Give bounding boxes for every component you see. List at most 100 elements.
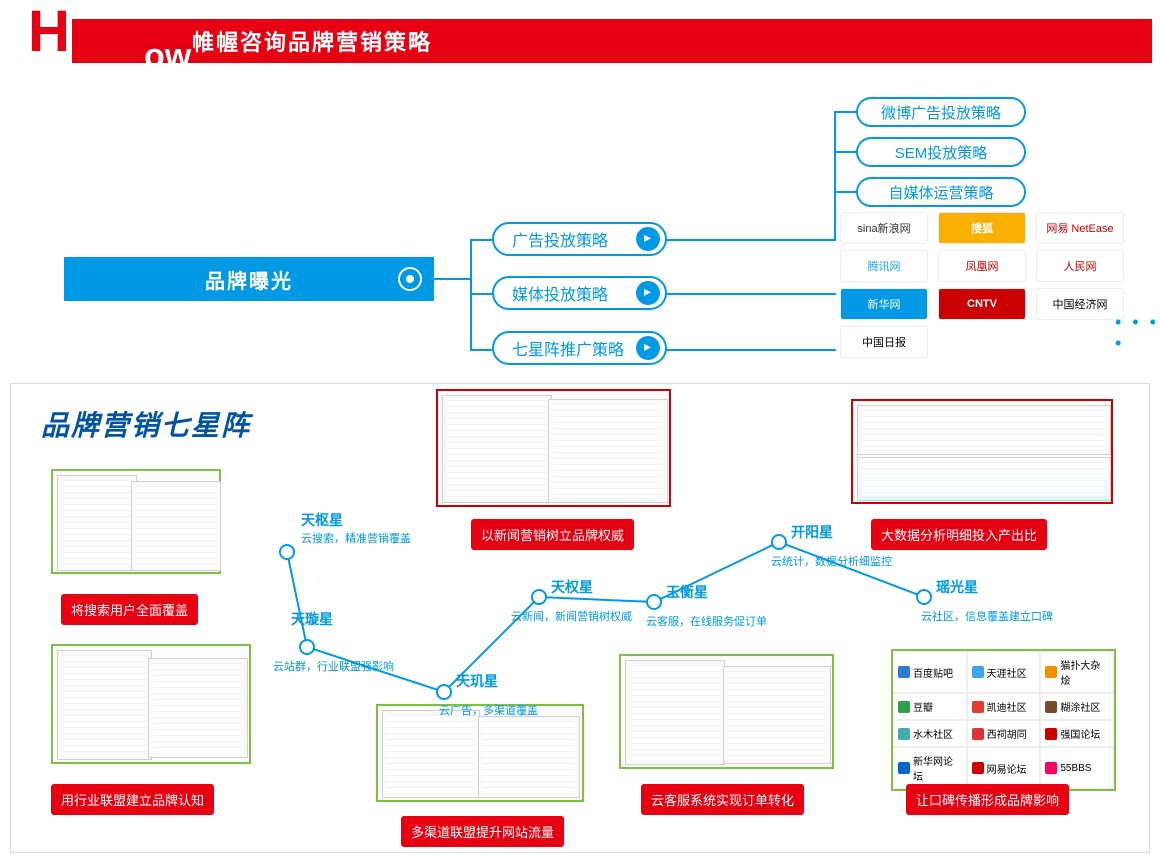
screenshot-group-3 xyxy=(436,389,671,507)
strategy-label: 广告投放策略 xyxy=(512,227,608,251)
forum-icon xyxy=(898,701,910,713)
target-icon xyxy=(398,267,422,291)
strategy-label: 七星阵推广策略 xyxy=(512,336,624,360)
screenshot-group-2 xyxy=(51,644,251,764)
star-node-kaiyang xyxy=(771,534,787,550)
forum-cell: 猫扑大杂烩 xyxy=(1040,651,1114,693)
screenshot-group-5 xyxy=(619,654,834,769)
red-tag-1: 将搜索用户全面覆盖 xyxy=(61,594,198,625)
logo-sina: sina新浪网 xyxy=(840,212,928,244)
strategy-pill-1: 广告投放策略 xyxy=(492,222,667,256)
arrow-icon xyxy=(636,227,660,251)
forum-icon xyxy=(898,728,910,740)
forum-cell: 网易论坛 xyxy=(967,747,1041,789)
star-desc-tianji: 云广告，多渠道覆盖 xyxy=(439,702,538,718)
star-desc-tianquan: 云新闻，新闻营销树权威 xyxy=(511,608,632,624)
logo-ifeng: 凤凰网 xyxy=(938,250,1026,282)
logo-ce: 中国经济网 xyxy=(1036,288,1124,320)
connector xyxy=(666,293,836,295)
logo-tencent: 腾讯网 xyxy=(840,250,928,282)
forum-icon xyxy=(1045,728,1057,740)
forum-cell: 豆瓣 xyxy=(893,693,967,720)
forum-icon xyxy=(1045,762,1057,774)
forum-icon xyxy=(972,666,984,678)
forum-cell: 西祠胡同 xyxy=(967,720,1041,747)
forum-icon xyxy=(1045,701,1057,713)
forum-icon xyxy=(972,728,984,740)
star-label-tianji: 天玑星 xyxy=(456,671,498,691)
connector xyxy=(834,111,836,241)
star-node-tianji xyxy=(436,684,452,700)
forum-cell: 糊涂社区 xyxy=(1040,693,1114,720)
sub-strategy-label: 自媒体运营策略 xyxy=(888,182,993,203)
forum-cell: 百度贴吧 xyxy=(893,651,967,693)
logo-xinhua: 新华网 xyxy=(840,288,928,320)
star-label-tianshu: 天枢星 xyxy=(301,510,343,530)
red-tag-5: 云客服系统实现订单转化 xyxy=(641,784,804,815)
star-label-kaiyang: 开阳星 xyxy=(791,522,833,542)
star-desc-yaoguang: 云社区，信息覆盖建立口碑 xyxy=(921,608,1053,624)
arrow-icon xyxy=(636,336,660,360)
strategy-label: 媒体投放策略 xyxy=(512,281,608,305)
forum-cell: 55BBS xyxy=(1040,747,1114,789)
sub-strategy-c: 自媒体运营策略 xyxy=(856,177,1026,207)
star-label-tianxuan: 天璇星 xyxy=(291,609,333,629)
strategy-pill-2: 媒体投放策略 xyxy=(492,276,667,310)
forum-cell: 凯迪社区 xyxy=(967,693,1041,720)
star-desc-tianshu: 云搜索，精准营销覆盖 xyxy=(301,530,411,546)
forum-icon xyxy=(972,701,984,713)
logo-sohu: 搜狐 xyxy=(938,212,1026,244)
connector xyxy=(470,239,492,241)
star-node-tianshu xyxy=(279,544,295,560)
star-node-yuheng xyxy=(646,594,662,610)
star-node-yaoguang xyxy=(916,589,932,605)
red-tag-7: 让口碑传播形成品牌影响 xyxy=(906,784,1069,815)
panel-title: 品牌营销七星阵 xyxy=(41,404,251,444)
connector xyxy=(666,239,836,241)
red-tag-2: 用行业联盟建立品牌认知 xyxy=(51,784,214,815)
main-node-label: 品牌曝光 xyxy=(205,265,293,294)
header: H ow 帷幄咨询品牌营销策略 xyxy=(0,5,1160,67)
header-title: 帷幄咨询品牌营销策略 xyxy=(192,25,432,57)
star-node-tianquan xyxy=(531,589,547,605)
top-diagram: 品牌曝光 广告投放策略 媒体投放策略 七星阵推广策略 微博广告投放策略 SEM投… xyxy=(0,67,1160,377)
logo-cntv: CNTV xyxy=(938,288,1026,320)
more-dots: • • • • xyxy=(1115,312,1160,354)
star-node-tianxuan xyxy=(299,639,315,655)
connector xyxy=(834,151,856,153)
forum-cell: 新华网论坛 xyxy=(893,747,967,789)
star-label-yuheng: 玉衡星 xyxy=(666,582,708,602)
red-tag-6: 大数据分析明细投入产出比 xyxy=(871,519,1047,550)
forum-cell: 强国论坛 xyxy=(1040,720,1114,747)
star-label-tianquan: 天权星 xyxy=(551,577,593,597)
forum-icon xyxy=(1045,666,1057,678)
connector xyxy=(470,239,472,351)
sub-strategy-a: 微博广告投放策略 xyxy=(856,97,1026,127)
logo-people: 人民网 xyxy=(1036,250,1124,282)
forum-cell: 水木社区 xyxy=(893,720,967,747)
main-node: 品牌曝光 xyxy=(64,257,434,301)
header-red-bar: ow 帷幄咨询品牌营销策略 xyxy=(72,19,1152,63)
sub-strategy-label: SEM投放策略 xyxy=(895,142,988,163)
forum-grid: 百度贴吧 天涯社区 猫扑大杂烩 豆瓣 凯迪社区 糊涂社区 水木社区 西祠胡同 强… xyxy=(891,649,1116,791)
forum-icon xyxy=(898,666,910,678)
screenshot-group-4 xyxy=(376,704,584,802)
forum-cell: 天涯社区 xyxy=(967,651,1041,693)
sub-strategy-label: 微博广告投放策略 xyxy=(881,102,1001,123)
star-desc-tianxuan: 云站群，行业联盟强影响 xyxy=(273,658,394,674)
star-desc-kaiyang: 云统计，数据分析细监控 xyxy=(771,553,892,569)
connector xyxy=(834,191,856,193)
connector xyxy=(666,349,836,351)
screenshot-group-1 xyxy=(51,469,221,574)
logo-netease: 网易 NetEase xyxy=(1036,212,1124,244)
screenshot-group-6 xyxy=(851,399,1113,504)
forum-icon xyxy=(972,762,984,774)
forum-icon xyxy=(898,762,910,774)
media-logos: sina新浪网 搜狐 网易 NetEase 腾讯网 凤凰网 人民网 新华网 CN… xyxy=(840,212,1140,342)
seven-star-panel: 品牌营销七星阵 将搜索用户全面覆盖 用行业联盟建立品牌认知 以新闻营销树立品牌权… xyxy=(10,383,1150,853)
connector xyxy=(834,111,856,113)
connector xyxy=(470,349,492,351)
logo-chinadaily: 中国日报 xyxy=(840,326,928,358)
star-desc-yuheng: 云客服，在线服务促订单 xyxy=(646,613,767,629)
connector xyxy=(434,278,470,280)
